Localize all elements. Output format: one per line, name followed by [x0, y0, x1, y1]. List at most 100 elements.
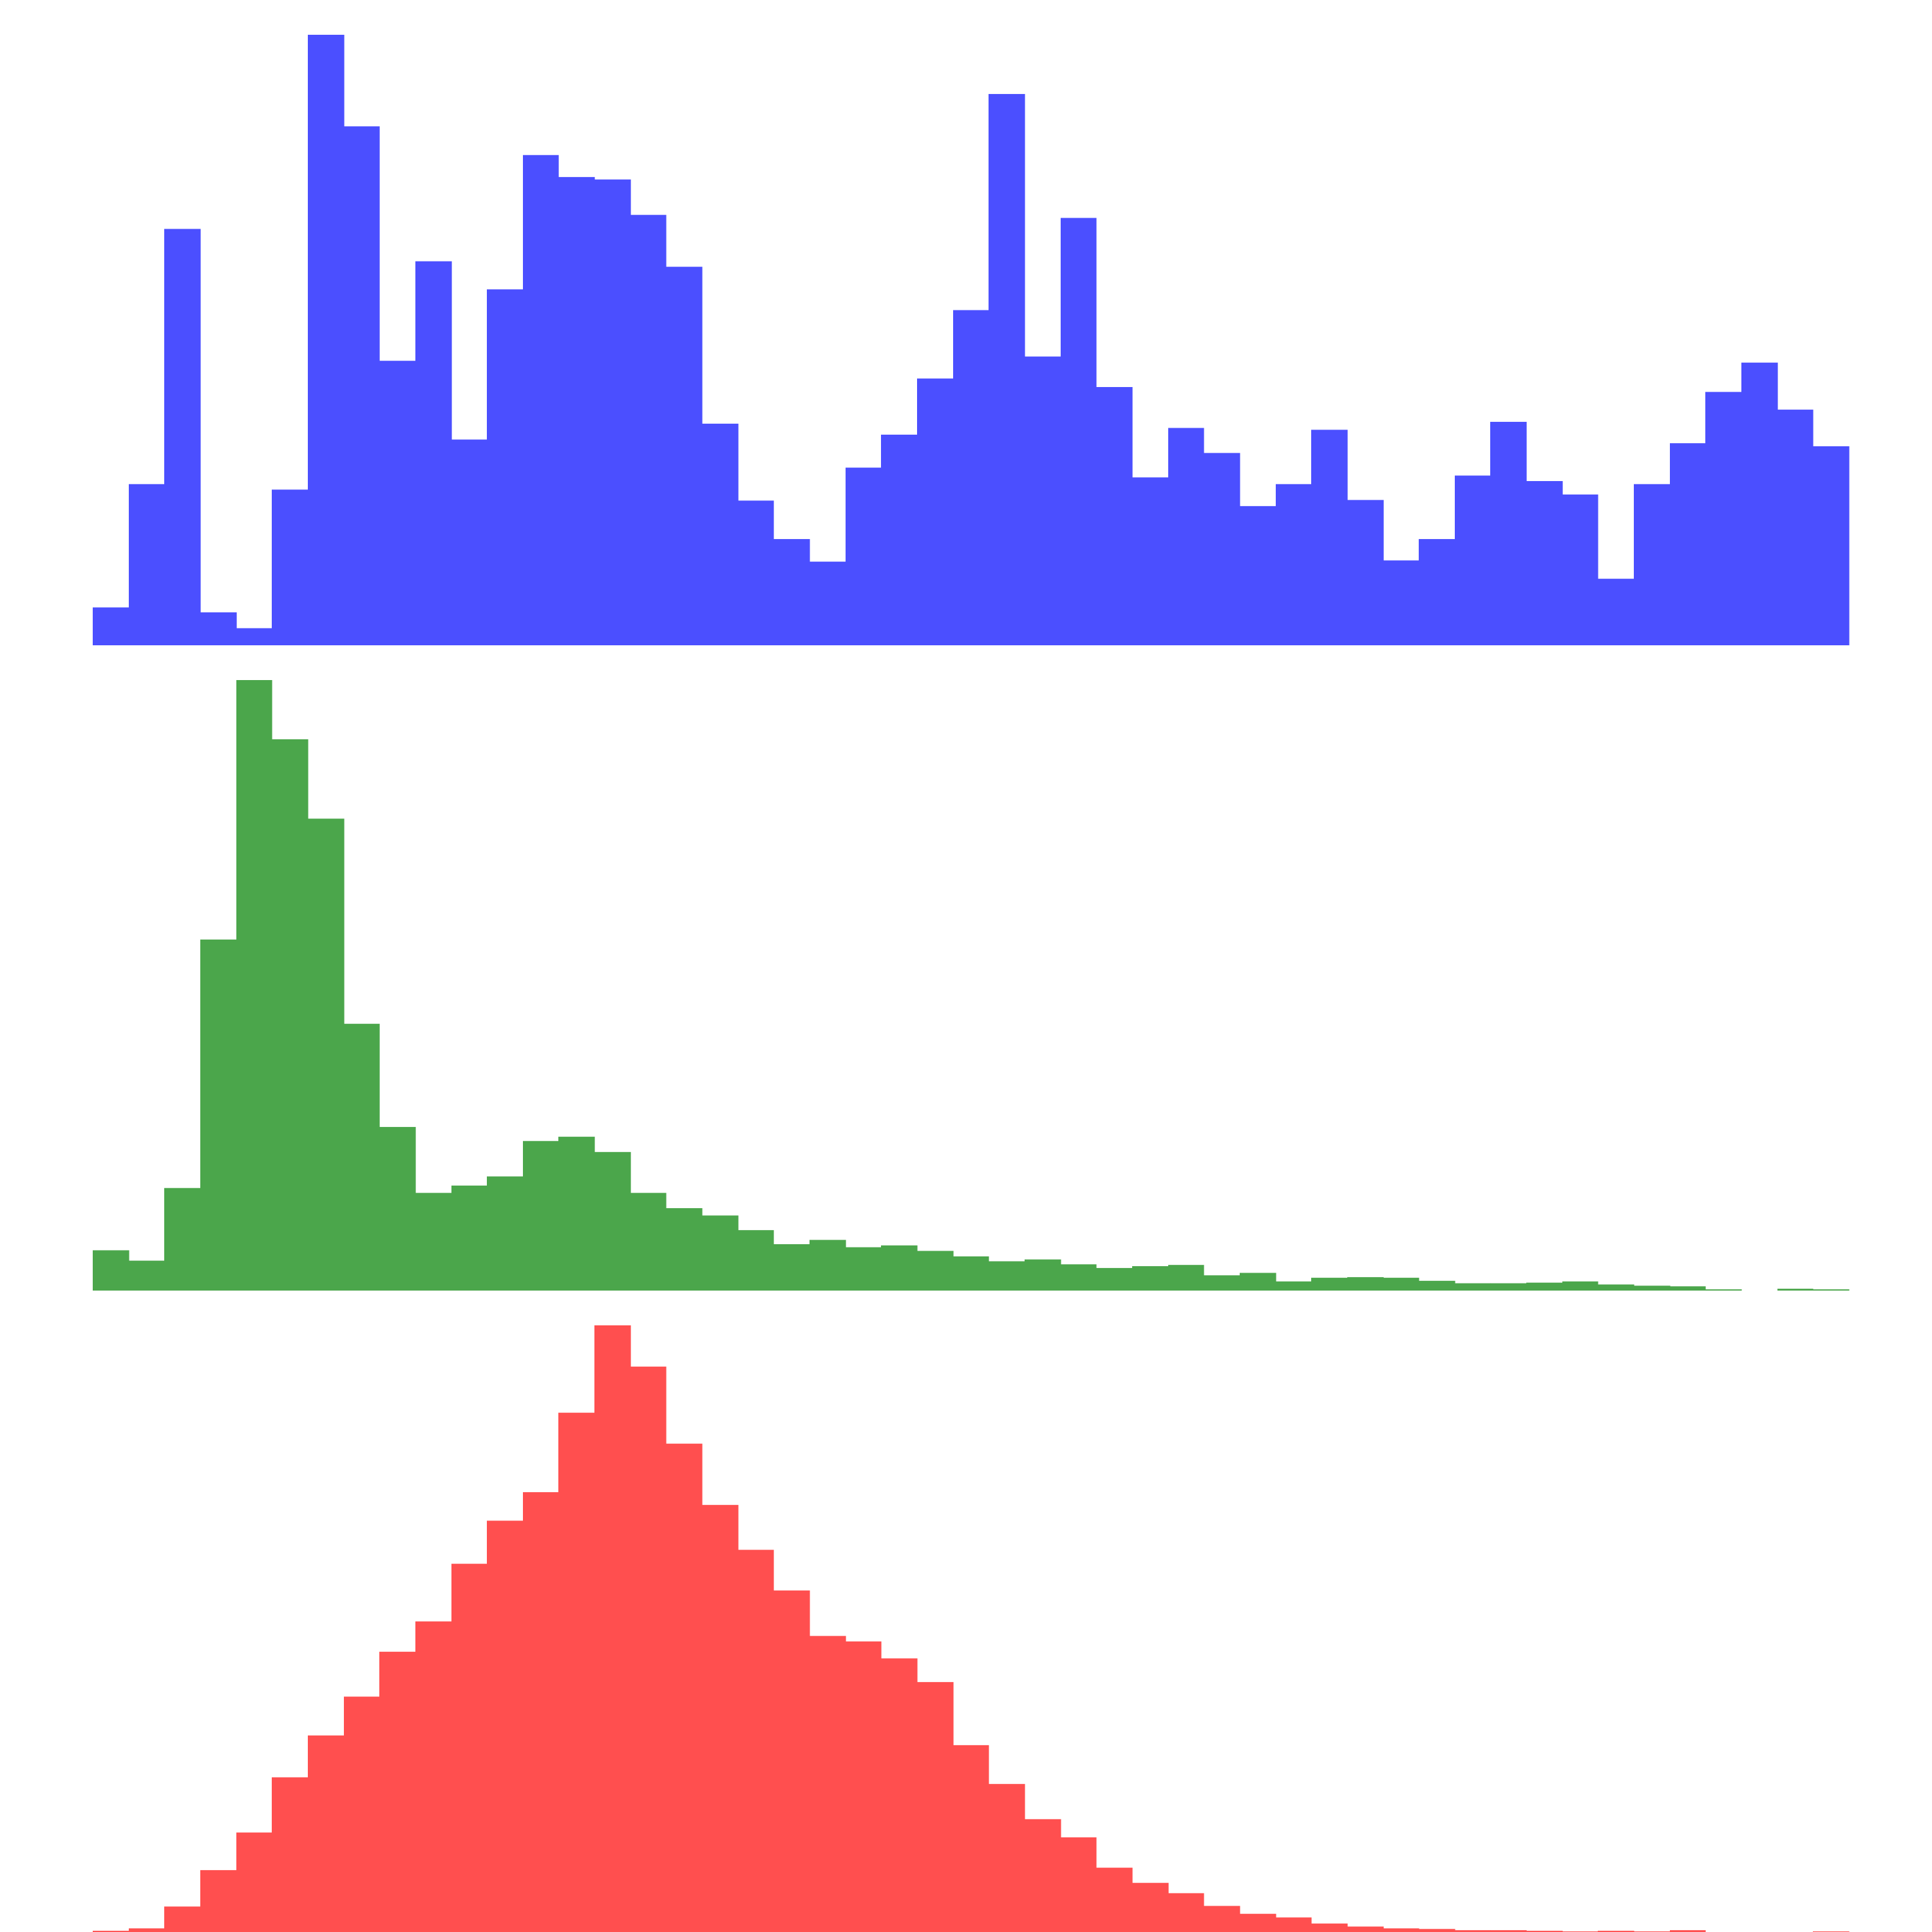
histogram-bar	[1168, 428, 1204, 645]
histogram-bar	[594, 1325, 631, 1932]
histogram-bar	[1025, 1819, 1061, 1932]
histogram-bar	[1311, 1923, 1348, 1932]
histogram-bar	[93, 607, 129, 645]
histogram-bar	[881, 434, 918, 645]
histogram-bar	[1705, 392, 1742, 645]
histogram-bar	[487, 289, 524, 645]
histogram-bar	[1276, 1917, 1312, 1932]
histogram-bar	[846, 1641, 882, 1932]
histogram-bar	[1419, 1280, 1455, 1291]
histogram-bar	[1490, 1283, 1527, 1291]
histogram-bar	[1204, 1906, 1240, 1932]
histogram-bar	[810, 1240, 846, 1291]
histogram-bar	[129, 484, 165, 645]
histogram-bar	[272, 739, 308, 1291]
histogram-bar	[1419, 1929, 1455, 1932]
histogram-bar	[1634, 484, 1671, 645]
histogram-bar	[1526, 1931, 1563, 1932]
histogram-bar	[953, 310, 989, 646]
histogram-bar	[451, 1185, 488, 1291]
histogram-bar	[989, 1261, 1025, 1291]
histogram-bar	[1419, 539, 1455, 645]
histogram-bar	[1490, 422, 1527, 645]
histogram-bar	[702, 1504, 739, 1932]
histogram-bar	[415, 1193, 452, 1291]
histogram-bar	[881, 1245, 918, 1291]
histogram-bar	[272, 1777, 308, 1932]
histogram-bar	[1204, 1275, 1240, 1291]
histogram-bar	[1132, 477, 1169, 645]
histogram-bar	[1347, 500, 1384, 645]
histogram-bar	[1383, 1278, 1419, 1291]
histogram-bar	[1598, 1284, 1634, 1291]
histogram-bar	[308, 1735, 345, 1932]
histogram-bar	[917, 378, 954, 645]
histogram-bar	[1168, 1893, 1204, 1932]
histogram-bar	[594, 179, 631, 645]
histogram-bar	[1025, 1259, 1061, 1291]
histogram-bar	[308, 35, 345, 645]
histogram-bar	[1061, 218, 1097, 645]
histogram-bar	[1096, 1868, 1133, 1932]
histogram-bar	[1204, 453, 1240, 645]
histogram-bar	[810, 562, 846, 645]
histogram-bar	[1240, 506, 1276, 645]
histogram-bar	[1132, 1266, 1169, 1291]
histogram-bar	[93, 1250, 129, 1291]
histogram-bar	[630, 1193, 667, 1291]
histogram-bar	[1311, 430, 1348, 645]
histogram-bar	[1598, 1931, 1634, 1932]
histogram-bar	[1311, 1278, 1348, 1291]
histogram-bar	[129, 1928, 165, 1932]
histogram-bar	[200, 1870, 237, 1932]
histogram-bar	[308, 819, 345, 1291]
histogram-bar	[773, 1244, 810, 1291]
histogram-bar	[846, 468, 882, 645]
histogram-bar	[200, 939, 237, 1291]
histogram-bar	[917, 1681, 954, 1932]
histogram-bar	[164, 1188, 201, 1291]
histogram-bar	[451, 439, 488, 645]
histogram-bar	[1562, 1281, 1598, 1291]
histogram-bar	[272, 489, 308, 645]
histogram-bar	[630, 1367, 667, 1932]
histogram-bar	[594, 1151, 631, 1291]
histogram-bar	[1096, 1267, 1133, 1291]
histogram-bar	[415, 261, 452, 645]
histogram-bar	[487, 1520, 524, 1932]
histogram-bar	[558, 1412, 595, 1932]
histogram-bar	[379, 1126, 416, 1291]
histogram-bar	[1777, 1289, 1814, 1291]
histogram-bar	[1383, 560, 1419, 645]
histogram-bar	[810, 1636, 846, 1932]
histogram-bar	[558, 1137, 595, 1291]
histogram-bar	[1705, 1289, 1742, 1291]
histogram-panel-green	[93, 680, 1850, 1291]
histogram-bar	[1168, 1265, 1204, 1291]
histogram-bar	[164, 1906, 201, 1932]
histogram-bar	[1025, 356, 1061, 645]
histogram-bar	[129, 1260, 165, 1291]
histogram-bar	[1455, 475, 1491, 645]
histogram-bar	[379, 361, 416, 645]
histogram-bar	[236, 680, 272, 1291]
histogram-bar	[917, 1251, 954, 1291]
histogram-bar	[1347, 1926, 1384, 1932]
histogram-bar	[953, 1745, 989, 1932]
histogram-bar	[773, 1590, 810, 1932]
histogram-bar	[881, 1658, 918, 1932]
histogram-bar	[1741, 363, 1778, 645]
histogram-bar	[666, 267, 703, 645]
histogram-bar	[702, 1215, 739, 1291]
histogram-bar	[93, 1931, 129, 1932]
histogram-bar	[1455, 1283, 1491, 1291]
histogram-bar	[989, 93, 1025, 645]
histogram-bar	[379, 1651, 416, 1932]
histogram-bar	[738, 500, 774, 645]
histogram-bar	[1634, 1285, 1671, 1291]
histogram-bar	[200, 612, 237, 645]
histogram-bar	[1598, 578, 1634, 645]
histogram-bar	[487, 1176, 524, 1291]
histogram-panel-blue	[93, 35, 1850, 646]
